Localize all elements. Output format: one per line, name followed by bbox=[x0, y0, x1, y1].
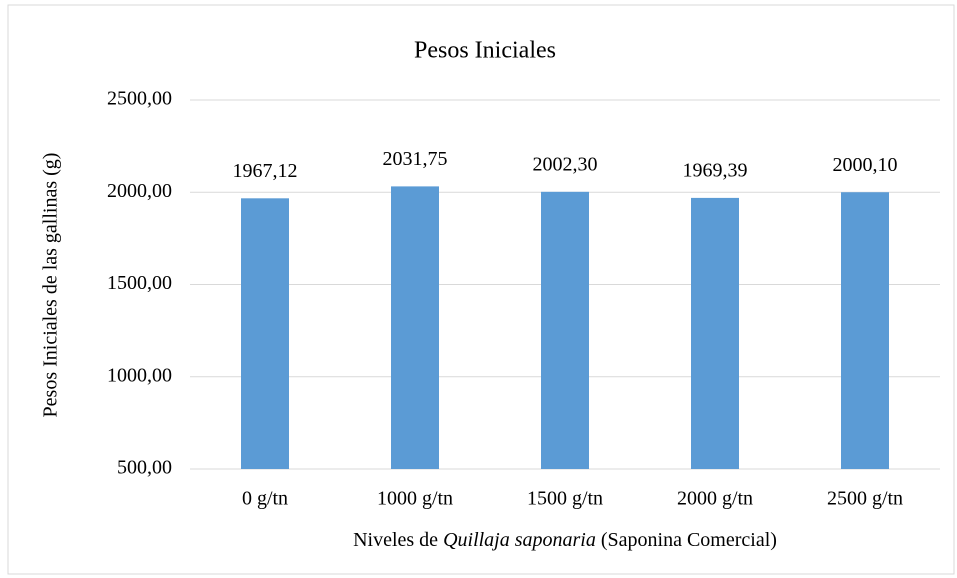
x-tick-label: 1500 g/tn bbox=[527, 488, 603, 510]
y-axis-label: Pesos Iniciales de las gallinas (g) bbox=[40, 153, 62, 418]
y-tick-label: 2500,00 bbox=[107, 88, 172, 110]
data-label: 2000,10 bbox=[833, 154, 898, 176]
bar bbox=[241, 198, 289, 470]
y-tick-label: 1000,00 bbox=[107, 364, 172, 386]
data-label: 1969,39 bbox=[683, 159, 748, 181]
y-tick-label: 1500,00 bbox=[107, 272, 172, 294]
bar bbox=[391, 186, 439, 469]
y-tick-label: 500,00 bbox=[117, 457, 172, 479]
data-label: 2031,75 bbox=[383, 148, 448, 170]
data-label: 1967,12 bbox=[233, 160, 298, 182]
x-tick-label: 1000 g/tn bbox=[377, 488, 453, 510]
bar bbox=[541, 191, 589, 469]
bar bbox=[841, 192, 889, 469]
x-tick-label: 2500 g/tn bbox=[827, 488, 903, 510]
bar bbox=[691, 197, 739, 469]
data-label: 2002,30 bbox=[533, 153, 598, 175]
x-axis-label-part: (Saponina Comercial) bbox=[596, 529, 777, 551]
y-tick-label: 2000,00 bbox=[107, 180, 172, 202]
x-tick-label: 0 g/tn bbox=[242, 488, 288, 510]
x-axis-label-part: Quillaja saponaria bbox=[443, 529, 596, 551]
x-tick-label: 2000 g/tn bbox=[677, 488, 753, 510]
x-axis-label: Niveles de Quillaja saponaria (Saponina … bbox=[353, 529, 777, 551]
chart-title: Pesos Iniciales bbox=[414, 38, 556, 64]
x-axis-label-part: Niveles de bbox=[353, 529, 443, 551]
